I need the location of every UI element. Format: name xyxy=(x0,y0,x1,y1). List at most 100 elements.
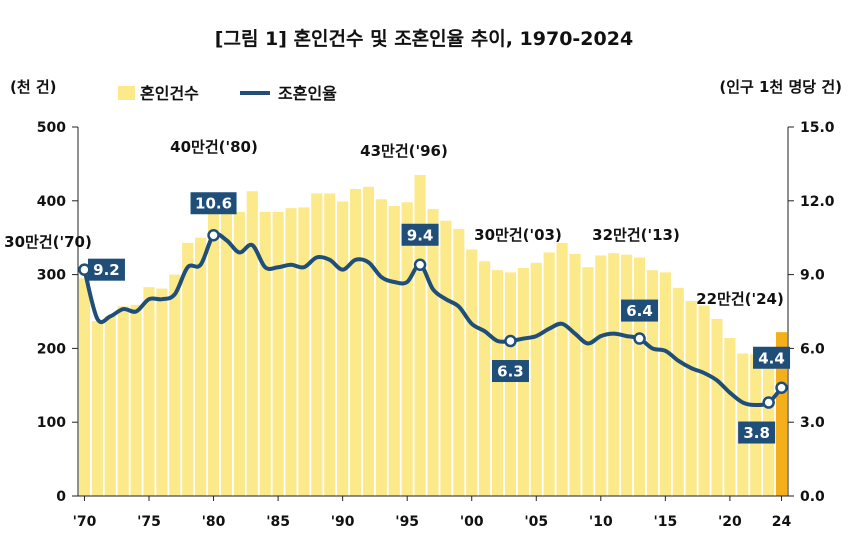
bar-1985 xyxy=(272,211,284,496)
rate-label-2003: 6.3 xyxy=(497,363,524,381)
bar-1993 xyxy=(375,199,387,496)
rate-label-box-1970 xyxy=(87,258,125,281)
right-tick-label: 6.0 xyxy=(800,341,825,357)
x-tick-label: '00 xyxy=(460,514,484,530)
legend-line-label: 조혼인율 xyxy=(278,84,337,103)
rate-label-box-1996 xyxy=(401,223,439,246)
count-annotation-1996: 43만건('96) xyxy=(360,142,448,160)
bar-1999 xyxy=(453,228,465,496)
bar-1981 xyxy=(220,195,233,496)
bar-1976 xyxy=(156,288,168,496)
left-tick-label: 0 xyxy=(56,489,66,505)
rate-label-box-1980 xyxy=(190,192,237,215)
left-tick-label: 300 xyxy=(37,268,66,284)
bar-series xyxy=(78,174,788,497)
count-annotation-2013: 32만건('13) xyxy=(592,226,680,244)
x-tick-label: '10 xyxy=(589,514,613,530)
rate-marker-1980 xyxy=(207,228,220,242)
right-tick-label: 15.0 xyxy=(800,120,835,136)
bar-1989 xyxy=(324,193,336,497)
right-tick-label: 12.0 xyxy=(800,194,835,210)
right-axis-unit: (인구 1천 명당 건) xyxy=(719,78,842,96)
count-annotation-2024: 22만건('24) xyxy=(696,290,784,308)
bar-1994 xyxy=(388,205,400,496)
bar-2005 xyxy=(530,262,542,496)
bar-1978 xyxy=(182,242,194,496)
rate-line xyxy=(82,231,784,407)
count-annotation-1970: 30만건('70) xyxy=(4,233,92,251)
bar-2001 xyxy=(479,261,491,496)
left-tick-label: 200 xyxy=(37,341,66,357)
rate-label-box-2003 xyxy=(491,360,529,383)
bar-1975 xyxy=(143,287,155,496)
bar-1992 xyxy=(362,186,375,496)
bar-2000 xyxy=(466,249,478,496)
bar-2012 xyxy=(621,254,633,496)
chart-title: [그림 1] 혼인건수 및 조혼인율 추이, 1970-2024 xyxy=(215,27,633,50)
bar-2003 xyxy=(504,272,517,496)
left-tick-label: 500 xyxy=(37,120,66,136)
bar-1996 xyxy=(414,174,426,496)
bar-1991 xyxy=(349,188,362,496)
rate-label-box-2013 xyxy=(621,299,659,322)
data-labels: 9.2 10.6 9.4 6.3 6.4 3.8 4.4 30만건('70) 40만건('80)… xyxy=(4,138,791,444)
count-annotation-2003: 30만건('03) xyxy=(474,226,562,244)
x-tick-label: '80 xyxy=(202,514,226,530)
rate-marker-1996 xyxy=(413,258,427,272)
bar-2007 xyxy=(556,242,568,496)
bar-2011 xyxy=(608,253,620,496)
bar-1986 xyxy=(285,208,297,496)
bar-1973 xyxy=(117,306,129,496)
x-tick-label: '75 xyxy=(137,514,161,530)
bar-2013 xyxy=(633,257,646,496)
rate-marker-2013 xyxy=(633,332,646,345)
right-tick-label: 9.0 xyxy=(800,268,825,284)
x-tick-label: '95 xyxy=(395,514,419,530)
bar-2024 xyxy=(775,332,788,496)
bar-1995 xyxy=(401,202,413,496)
bar-1998 xyxy=(440,220,452,496)
bar-1997 xyxy=(427,208,439,496)
left-tick-label: 400 xyxy=(37,194,66,210)
count-annotation-1980: 40만건('80) xyxy=(170,138,258,156)
bar-1987 xyxy=(298,207,310,496)
legend-bar-label: 혼인건수 xyxy=(140,84,199,103)
rate-marker-2023 xyxy=(762,396,775,409)
x-tick-label: '15 xyxy=(653,514,677,530)
bar-2015 xyxy=(659,272,671,496)
x-tick-label: 24 xyxy=(772,514,792,530)
bar-2009 xyxy=(582,267,594,496)
bar-1988 xyxy=(311,193,323,497)
rate-label-box-2023 xyxy=(738,421,776,444)
left-axis-unit: (천 건) xyxy=(10,78,57,96)
bar-1972 xyxy=(104,315,116,496)
left-tick-label: 100 xyxy=(37,415,66,431)
bar-1979 xyxy=(195,237,207,496)
bar-2010 xyxy=(595,255,607,496)
bar-2017 xyxy=(685,301,697,496)
bar-2014 xyxy=(646,270,659,496)
bar-1983 xyxy=(246,191,258,496)
rate-label-1980: 10.6 xyxy=(195,195,232,213)
x-tick-label: '90 xyxy=(331,514,355,530)
line-series xyxy=(82,231,784,407)
bar-2018 xyxy=(698,305,710,496)
rate-label-2024: 4.4 xyxy=(758,349,785,367)
x-tick-label: '70 xyxy=(73,514,97,530)
rate-label-1970: 9.2 xyxy=(93,261,120,279)
rate-label-2013: 6.4 xyxy=(626,302,653,320)
bar-2016 xyxy=(672,287,684,496)
bar-2006 xyxy=(543,252,555,496)
right-tick-label: 0.0 xyxy=(800,489,825,505)
rate-label-box-2024 xyxy=(753,346,791,369)
legend-bar-swatch xyxy=(118,86,135,100)
x-tick-label: '05 xyxy=(524,514,548,530)
bar-2002 xyxy=(491,270,504,496)
bar-2020 xyxy=(724,338,736,496)
bar-1984 xyxy=(259,211,271,496)
x-tick-label: '85 xyxy=(266,514,290,530)
bar-2008 xyxy=(569,253,581,496)
bar-1971 xyxy=(91,321,103,496)
bar-2019 xyxy=(711,318,723,496)
